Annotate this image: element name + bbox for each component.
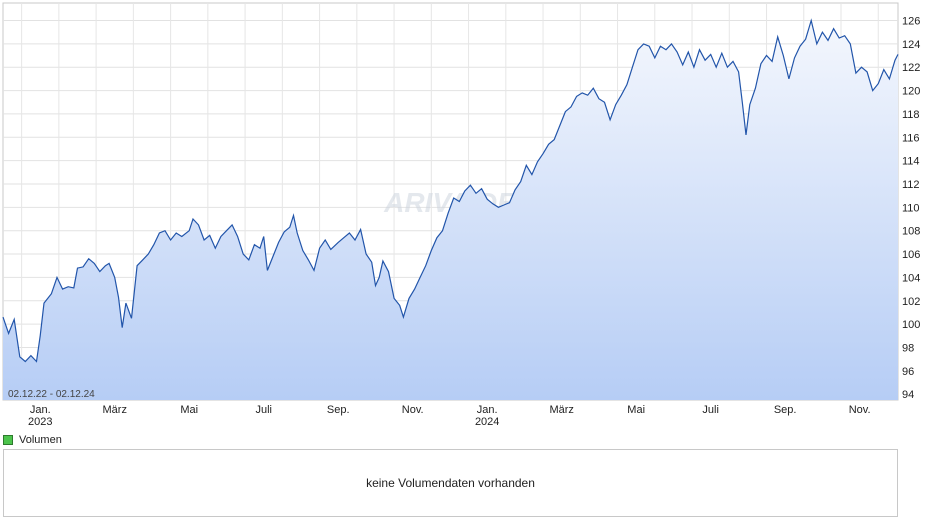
y-tick-label: 126 <box>902 16 920 28</box>
volume-panel: keine Volumendaten vorhanden <box>3 449 898 517</box>
volume-empty-message: keine Volumendaten vorhanden <box>366 476 535 490</box>
x-tick-label: Jan. <box>477 404 498 416</box>
price-chart: ARIVA.DE 9496981001021041061081101121141… <box>2 2 920 428</box>
x-tick-label: Juli <box>255 404 272 416</box>
y-tick-label: 112 <box>902 179 920 191</box>
x-tick-label: Mai <box>180 404 198 416</box>
volume-legend-swatch <box>3 435 13 445</box>
x-tick-label: Sep. <box>774 404 797 416</box>
y-tick-label: 124 <box>902 39 920 51</box>
price-area <box>3 20 898 400</box>
y-tick-label: 96 <box>902 366 914 378</box>
x-tick-year-label: 2023 <box>28 416 52 428</box>
y-tick-label: 98 <box>902 342 914 354</box>
y-tick-label: 106 <box>902 249 920 261</box>
y-tick-label: 114 <box>902 156 920 168</box>
y-tick-label: 118 <box>902 109 920 121</box>
y-tick-label: 100 <box>902 319 920 331</box>
y-tick-label: 116 <box>902 132 920 144</box>
x-tick-year-label: 2024 <box>475 416 499 428</box>
y-tick-label: 102 <box>902 296 920 308</box>
y-axis-ticks: 94 96 98 100 102 104 106 108 110 112 114 116 118 120 1… <box>902 16 920 402</box>
y-tick-label: 122 <box>902 62 920 74</box>
x-tick-label: Jan. <box>30 404 51 416</box>
volume-legend-label: Volumen <box>19 434 62 446</box>
y-tick-label: 94 <box>902 389 914 401</box>
x-tick-label: Nov. <box>849 404 871 416</box>
x-tick-label: Sep. <box>327 404 350 416</box>
y-tick-label: 104 <box>902 272 920 284</box>
y-tick-label: 108 <box>902 226 920 238</box>
date-range-label: 02.12.22 - 02.12.24 <box>8 389 95 400</box>
y-tick-label: 110 <box>902 202 920 214</box>
x-tick-label: Juli <box>702 404 719 416</box>
x-tick-label: Mai <box>627 404 645 416</box>
y-tick-label: 120 <box>902 86 920 98</box>
price-line <box>2 18 899 363</box>
x-tick-label: Nov. <box>402 404 424 416</box>
x-tick-label: März <box>103 404 127 416</box>
x-tick-label: März <box>549 404 573 416</box>
legend: Volumen <box>3 433 62 447</box>
